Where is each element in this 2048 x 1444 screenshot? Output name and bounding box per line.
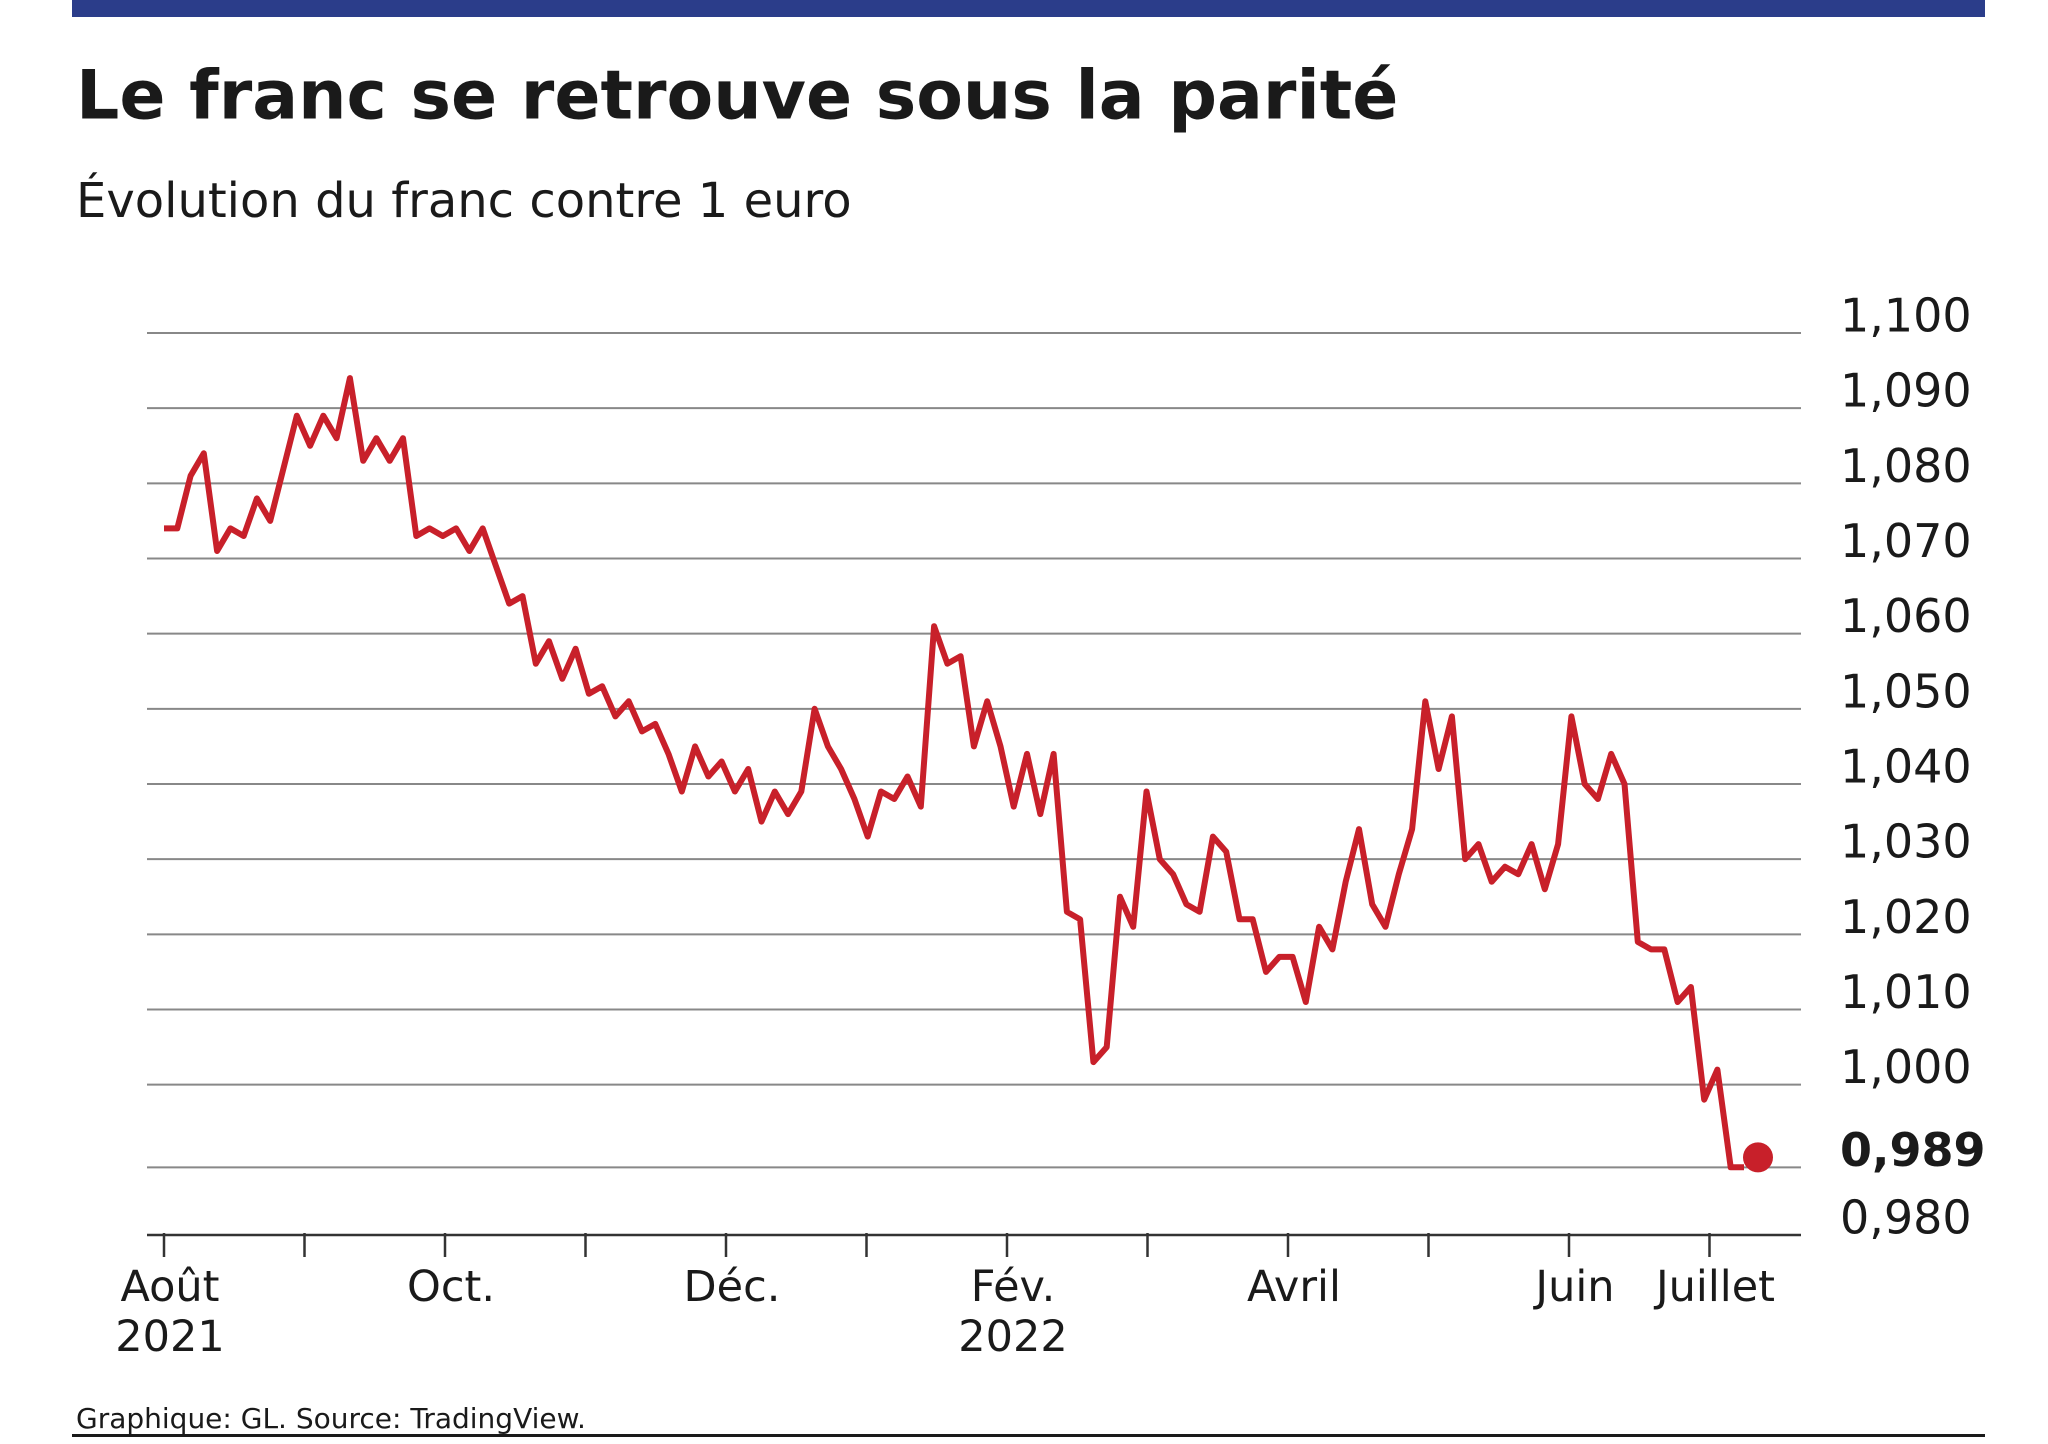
x-tick-label: Juin: [1535, 1262, 1615, 1312]
source: Graphique: GL. Source: TradingView.: [76, 1402, 586, 1435]
y-tick-label: 1,070: [1840, 514, 1972, 568]
price-line: [164, 375, 1744, 1171]
x-tick-label: Déc.: [683, 1262, 781, 1312]
y-tick-label: 1,000: [1840, 1040, 1972, 1094]
x-tick-label: Avril: [1247, 1262, 1341, 1312]
bottom-rule: [72, 1434, 1985, 1437]
y-tick-label: 1,020: [1840, 890, 1972, 944]
y-tick-label: 1,030: [1840, 815, 1972, 869]
chart-title: Le franc se retrouve sous la parité: [76, 57, 1398, 136]
y-tick-label: 1,010: [1840, 965, 1972, 1019]
chart-subtitle: Évolution du franc contre 1 euro: [76, 172, 852, 229]
y-tick-label: 1,040: [1840, 740, 1972, 794]
y-tick-label: 0,980: [1840, 1191, 1972, 1245]
y-tick-label: 0,989: [1840, 1123, 1986, 1177]
y-tick-label: 1,080: [1840, 439, 1972, 493]
y-tick-label: 1,090: [1840, 364, 1972, 418]
top-bar: [72, 0, 1985, 17]
x-tick-label: Oct.: [406, 1262, 495, 1312]
x-tick-label: Juillet: [1655, 1262, 1776, 1312]
last-point: [1743, 1142, 1773, 1173]
x-tick-label: Août 2021: [115, 1262, 225, 1362]
x-tick-label: Fév. 2022: [958, 1262, 1068, 1362]
y-tick-label: 1,100: [1840, 289, 1972, 343]
y-tick-label: 1,050: [1840, 664, 1972, 718]
y-tick-label: 1,060: [1840, 589, 1972, 643]
